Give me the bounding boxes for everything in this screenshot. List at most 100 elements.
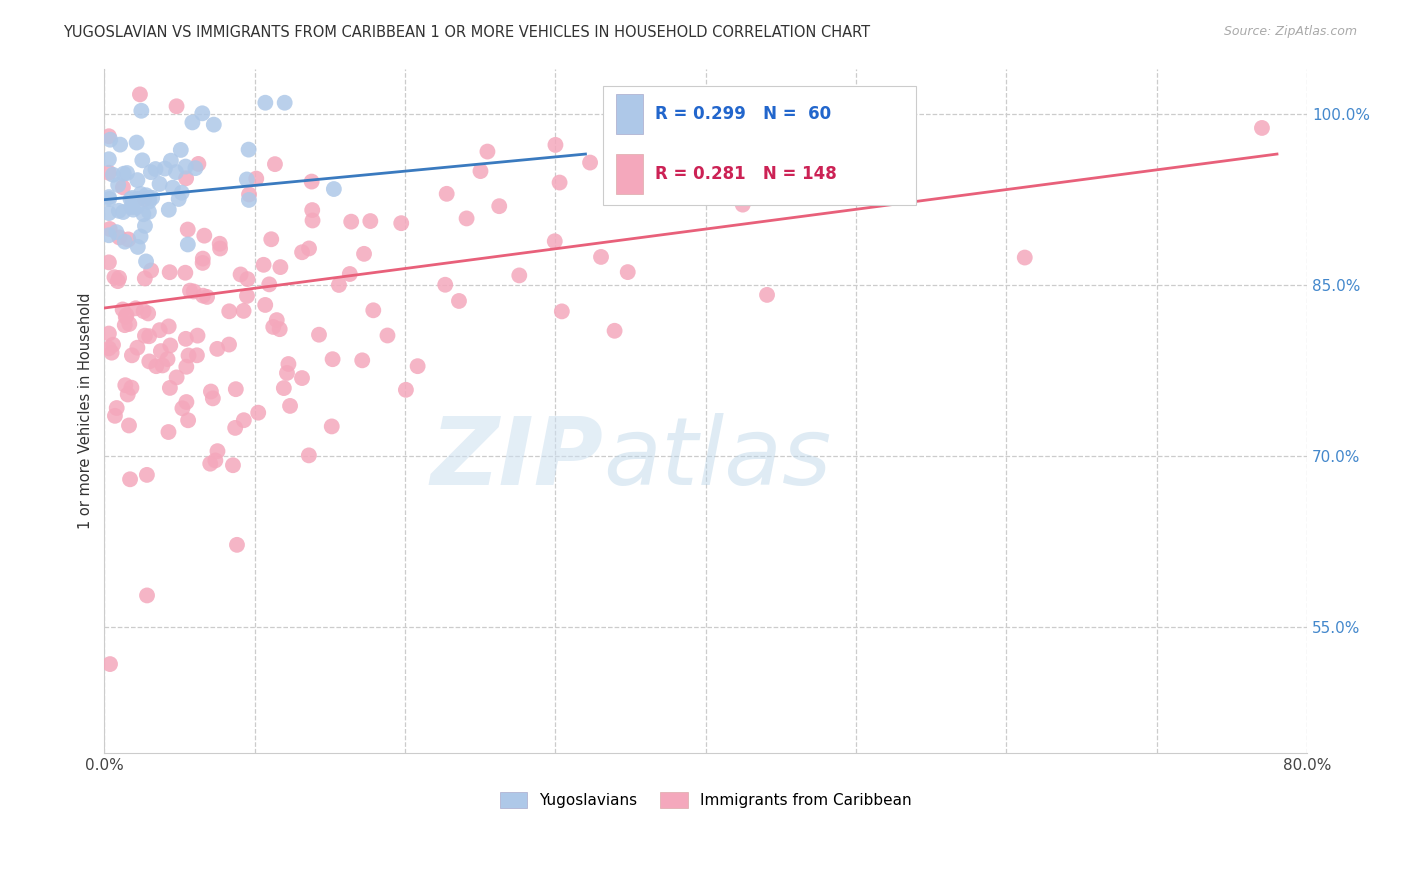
Point [153, 161, 176, 176]
Point [114, 378, 136, 392]
Point [165, 165, 187, 179]
Point [202, 118, 225, 132]
Point [236, 289, 259, 303]
Point [447, 293, 470, 308]
Point [406, 359, 429, 374]
Point [488, 199, 510, 213]
Point [177, 237, 200, 252]
Point [181, 115, 204, 129]
Point [218, 337, 240, 351]
Point [148, 177, 170, 191]
Point [301, 213, 323, 227]
FancyBboxPatch shape [603, 86, 917, 205]
Point [162, 180, 184, 194]
Text: atlas: atlas [603, 413, 832, 504]
Point [98, 192, 121, 206]
Point [277, 357, 299, 371]
Point [254, 298, 277, 312]
Point [245, 171, 267, 186]
Point [257, 277, 280, 292]
Point [321, 419, 343, 434]
Point [108, 203, 131, 218]
Point [114, 318, 136, 333]
Point [603, 324, 626, 338]
Point [135, 188, 157, 202]
Point [131, 103, 153, 118]
Point [544, 234, 567, 248]
Point [260, 232, 283, 246]
Point [551, 304, 574, 318]
Point [174, 171, 197, 186]
Point [97, 228, 120, 243]
Point [226, 538, 249, 552]
Point [107, 274, 129, 288]
Point [200, 384, 222, 399]
Point [477, 145, 499, 159]
Point [145, 359, 167, 374]
Text: ZIP: ZIP [430, 412, 603, 505]
Point [434, 277, 457, 292]
Point [236, 272, 259, 286]
Point [134, 219, 156, 233]
Point [134, 328, 156, 343]
Point [236, 172, 259, 186]
Point [276, 366, 298, 380]
Point [97, 190, 120, 204]
Point [101, 168, 124, 182]
Point [170, 186, 193, 200]
Point [298, 242, 321, 256]
Point [108, 271, 131, 285]
Point [121, 191, 143, 205]
Point [101, 337, 124, 351]
Point [97, 153, 120, 167]
Point [104, 409, 127, 423]
Point [97, 206, 120, 220]
Point [127, 341, 149, 355]
Point [266, 313, 288, 327]
Point [186, 348, 208, 362]
Point [352, 353, 374, 368]
Point [218, 304, 240, 318]
Point [135, 254, 157, 268]
Point [238, 193, 260, 207]
Point [262, 320, 284, 334]
Point [105, 225, 128, 239]
Point [166, 370, 188, 384]
Point [298, 449, 321, 463]
Point [127, 173, 149, 187]
Point [616, 265, 638, 279]
Point [209, 242, 232, 256]
Point [232, 413, 254, 427]
Point [135, 467, 157, 482]
Point [108, 230, 131, 244]
Point [322, 182, 344, 196]
Point [301, 175, 323, 189]
Point [125, 200, 148, 214]
Point [436, 186, 458, 201]
Point [589, 250, 612, 264]
Point [157, 425, 180, 439]
Point [339, 267, 361, 281]
Point [97, 166, 120, 180]
Legend: Yugoslavians, Immigrants from Caribbean: Yugoslavians, Immigrants from Caribbean [494, 786, 918, 814]
Point [122, 202, 145, 217]
Point [291, 245, 314, 260]
Point [179, 284, 201, 298]
Point [117, 387, 139, 401]
Point [118, 418, 141, 433]
Point [160, 153, 183, 168]
Point [201, 392, 224, 406]
Point [273, 95, 295, 110]
Point [174, 160, 197, 174]
Point [395, 383, 418, 397]
Point [191, 288, 214, 302]
Point [361, 303, 384, 318]
Point [127, 240, 149, 254]
Y-axis label: 1 or more Vehicles in Household: 1 or more Vehicles in Household [79, 293, 93, 529]
Point [138, 329, 160, 343]
Point [139, 263, 162, 277]
Point [232, 304, 254, 318]
Point [174, 266, 197, 280]
Text: Source: ZipAtlas.com: Source: ZipAtlas.com [1223, 25, 1357, 38]
Point [112, 205, 135, 219]
